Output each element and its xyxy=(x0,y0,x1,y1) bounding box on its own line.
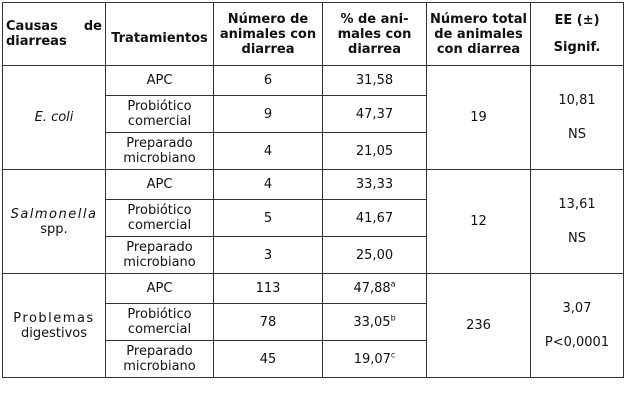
significance-value: P<0,0001 xyxy=(544,334,610,350)
table-row: Probiótico comercial 5 41,67 xyxy=(3,199,624,237)
pct-cell: 41,67 xyxy=(322,199,427,237)
cause-cell: Salmonella spp. xyxy=(2,169,106,274)
pct-cell: 21,05 xyxy=(322,132,427,170)
num-animals-cell: 9 xyxy=(213,95,323,133)
table-row: Salmonella spp. APC 4 33,33 12 13,61 NS xyxy=(2,169,624,274)
pct-cell: 33,33 xyxy=(322,169,427,200)
table-row: Problemas digestivos APC 113 47,88a 236 3,07 P<… xyxy=(2,273,624,378)
treatment-cell: Preparado microbiano xyxy=(105,340,214,378)
num-animals-cell: 5 xyxy=(213,199,323,237)
header-causes: Causas de diarreas xyxy=(2,2,106,66)
significance-letter: a xyxy=(390,279,396,289)
cause-name: E. coli xyxy=(34,110,74,125)
significance-letter: b xyxy=(390,313,396,323)
num-animals-cell: 78 xyxy=(213,303,323,341)
total-cell: 236 xyxy=(426,273,531,378)
treatment-cell: Preparado microbiano xyxy=(105,236,214,274)
ee-value: 13,61 xyxy=(558,196,596,212)
cause-tail: spp. xyxy=(40,221,68,237)
ee-cell: 10,81 NS xyxy=(530,65,624,170)
num-animals-cell: 45 xyxy=(213,340,323,378)
header-row: Causas de diarreas Tratamientos Número de… xyxy=(2,2,624,66)
num-animals-cell: 3 xyxy=(213,236,323,274)
header-treatments: Tratamientos xyxy=(105,2,214,66)
significance-letter: c xyxy=(390,350,396,360)
cause-name: Salmonella xyxy=(10,206,98,222)
pct-cell: 31,58 xyxy=(322,65,427,96)
table-row: E. coli APC 6 31,58 19 10,81 NS xyxy=(2,65,624,170)
treatment-cell: APC xyxy=(105,65,214,96)
pct-cell: 25,00 xyxy=(322,236,427,274)
header-pct: % de ani- males con diarrea xyxy=(322,2,427,66)
ee-value: 10,81 xyxy=(558,92,596,108)
pct-cell: 47,88a xyxy=(322,273,427,304)
pct-cell: 19,07c xyxy=(322,340,427,378)
pct-cell: 47,37 xyxy=(322,95,427,133)
ee-cell: 3,07 P<0,0001 xyxy=(530,273,624,378)
significance-value: NS xyxy=(568,230,586,246)
header-total: Número total de animales con diarrea xyxy=(426,2,531,66)
significance-value: NS xyxy=(568,126,586,142)
num-animals-cell: 113 xyxy=(213,273,323,304)
treatment-cell: Probiótico comercial xyxy=(105,303,214,341)
cause-name: Problemas xyxy=(13,310,95,326)
num-animals-cell: 6 xyxy=(213,65,323,96)
treatment-cell: Preparado microbiano xyxy=(105,132,214,170)
treatment-cell: Probiótico comercial xyxy=(105,95,214,133)
pct-cell: 33,05b xyxy=(322,303,427,341)
num-animals-cell: 4 xyxy=(213,132,323,170)
diarrhea-table: Causas de diarreas Tratamientos Número de… xyxy=(2,2,624,378)
table-row: Preparado microbiano 45 19,07c xyxy=(3,340,624,378)
treatment-cell: APC xyxy=(105,169,214,200)
cause-tail: digestivos xyxy=(20,325,87,341)
ee-value: 3,07 xyxy=(562,300,592,316)
num-animals-cell: 4 xyxy=(213,169,323,200)
total-cell: 19 xyxy=(426,65,531,170)
cause-cell: Problemas digestivos xyxy=(2,273,106,378)
table-row: Probiótico comercial 78 33,05b xyxy=(3,303,624,341)
table-row: Preparado microbiano 4 21,05 xyxy=(3,132,624,170)
header-ee: EE (±) Signif. xyxy=(530,2,624,66)
header-num-animals: Número de animales con diarrea xyxy=(213,2,323,66)
table-body: E. coli APC 6 31,58 19 10,81 NS Probiótico comer… xyxy=(2,65,624,378)
cause-cell: E. coli xyxy=(2,65,106,170)
treatment-cell: Probiótico comercial xyxy=(105,199,214,237)
total-cell: 12 xyxy=(426,169,531,274)
treatment-cell: APC xyxy=(105,273,214,304)
table-row: Preparado microbiano 3 25,00 xyxy=(3,236,624,274)
ee-cell: 13,61 NS xyxy=(530,169,624,274)
table-row: Probiótico comercial 9 47,37 xyxy=(3,95,624,133)
